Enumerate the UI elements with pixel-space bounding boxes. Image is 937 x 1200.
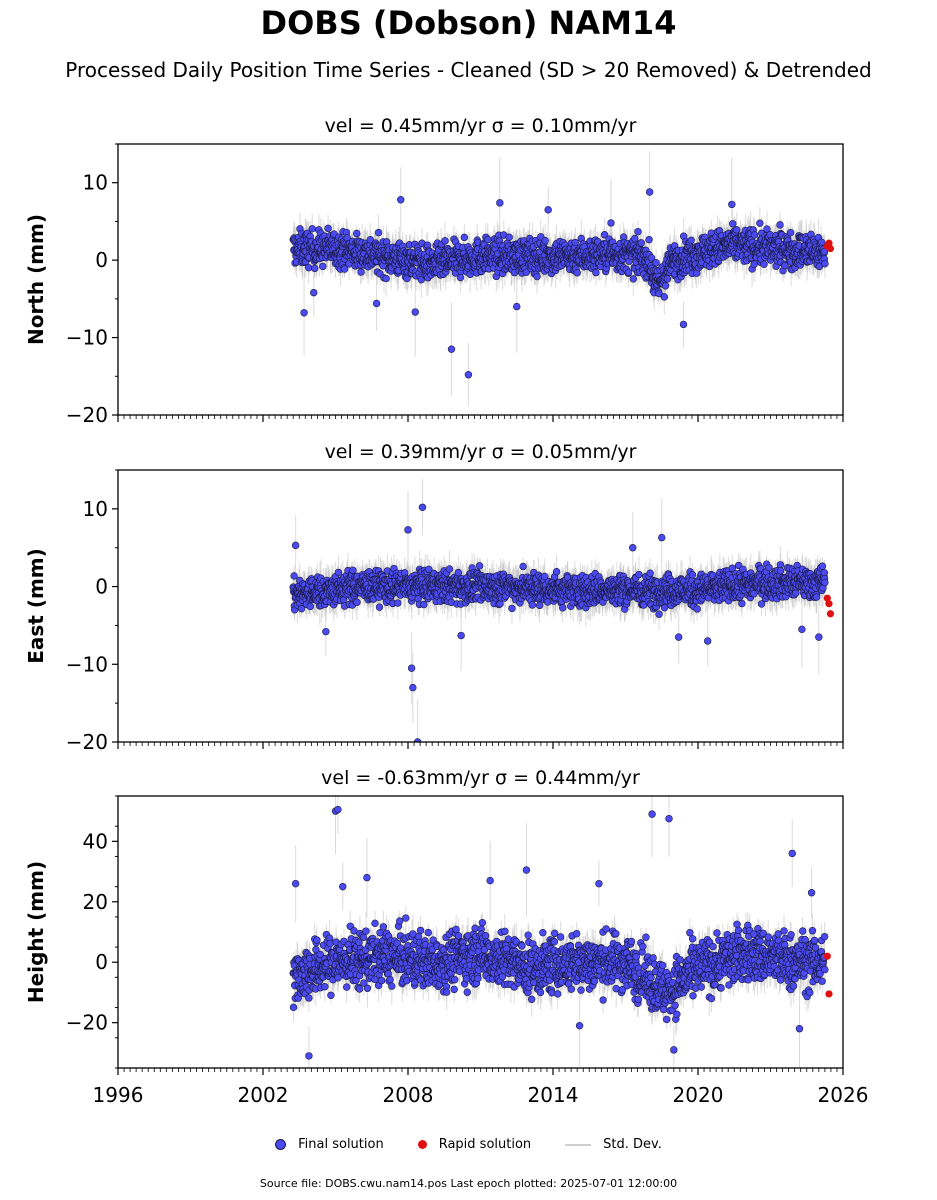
chart-title: DOBS (Dobson) NAM14 <box>260 4 677 42</box>
final-solution-point <box>571 238 579 247</box>
final-solution-point <box>763 225 771 233</box>
y-axis-label: North (mm) <box>24 214 48 345</box>
final-solution-point <box>781 261 789 270</box>
final-solution-point <box>631 234 639 243</box>
axes-frame <box>117 143 844 416</box>
final-solution-point <box>592 268 600 277</box>
final-solution-point <box>441 237 449 245</box>
final-solution-point <box>464 371 473 379</box>
final-solution-point <box>411 308 419 316</box>
final-solution-point <box>300 309 308 317</box>
panel-title: vel = 0.45mm/yr σ = 0.10mm/yr <box>325 115 637 137</box>
final-solution-point <box>541 236 549 245</box>
final-solution-point <box>729 220 737 228</box>
final-solution-point <box>544 206 552 214</box>
final-solution-point <box>821 259 829 268</box>
final-solution-point <box>750 260 758 268</box>
y-tick-label: 10 <box>83 171 108 195</box>
final-solution-point <box>655 289 663 298</box>
final-solution-point <box>324 224 332 233</box>
final-solution-point <box>660 293 669 301</box>
final-solution-point <box>311 264 319 273</box>
final-solution-point <box>750 231 759 239</box>
final-solution-point <box>372 299 381 308</box>
final-solution-point <box>756 219 764 227</box>
final-solution-point <box>340 265 349 273</box>
y-tick-label: −20 <box>66 403 108 427</box>
final-solution-point <box>352 229 361 238</box>
final-solution-point <box>447 345 456 353</box>
final-solution-point <box>629 275 638 283</box>
data-layer <box>289 151 835 407</box>
final-solution-point <box>319 262 327 271</box>
y-tick-label: −10 <box>66 326 108 350</box>
panel-north: −20 −10 0 10 vel = 0.45mm/yr σ = 0.10mm/yr No… <box>24 115 844 427</box>
final-solution-point <box>505 233 513 241</box>
final-solution-point <box>760 260 768 268</box>
rapid-solution-point <box>825 239 833 247</box>
y-tick-label: 0 <box>95 248 108 272</box>
chart-subtitle: Processed Daily Position Time Series - C… <box>65 58 872 82</box>
final-solution-point <box>652 259 660 267</box>
final-solution-point <box>733 226 741 234</box>
final-solution-point <box>397 196 405 204</box>
final-solution-point <box>382 274 390 283</box>
final-solution-point <box>310 288 318 297</box>
data-layer <box>289 478 835 742</box>
final-solution-point <box>679 320 688 329</box>
final-solution-point <box>304 263 313 272</box>
final-solution-point <box>357 268 365 276</box>
final-solution-point <box>460 233 468 242</box>
final-solution-point <box>374 228 383 237</box>
final-solution-point <box>484 235 492 244</box>
final-solution-point <box>573 269 581 277</box>
final-solution-point <box>687 236 695 244</box>
final-solution-point <box>645 188 654 196</box>
final-solution-point <box>634 227 642 236</box>
final-solution-point <box>308 225 316 233</box>
final-solution-point <box>607 219 615 227</box>
final-solution-point <box>600 231 609 239</box>
final-solution-point <box>533 272 541 281</box>
final-solution-point <box>776 221 784 229</box>
final-solution-point <box>624 268 633 277</box>
final-solution-point <box>645 235 653 244</box>
final-solution-point <box>663 275 672 283</box>
rapid-solution-point <box>826 244 835 253</box>
final-solution-point <box>366 236 375 244</box>
final-solution-point <box>637 239 645 247</box>
final-solution-point <box>647 254 656 262</box>
final-solution-point <box>496 199 504 207</box>
final-solution-point <box>456 273 465 282</box>
final-solution-point <box>513 302 521 311</box>
final-solution-point <box>728 200 736 209</box>
final-solution-point <box>661 282 670 290</box>
final-solution-point <box>786 228 795 237</box>
